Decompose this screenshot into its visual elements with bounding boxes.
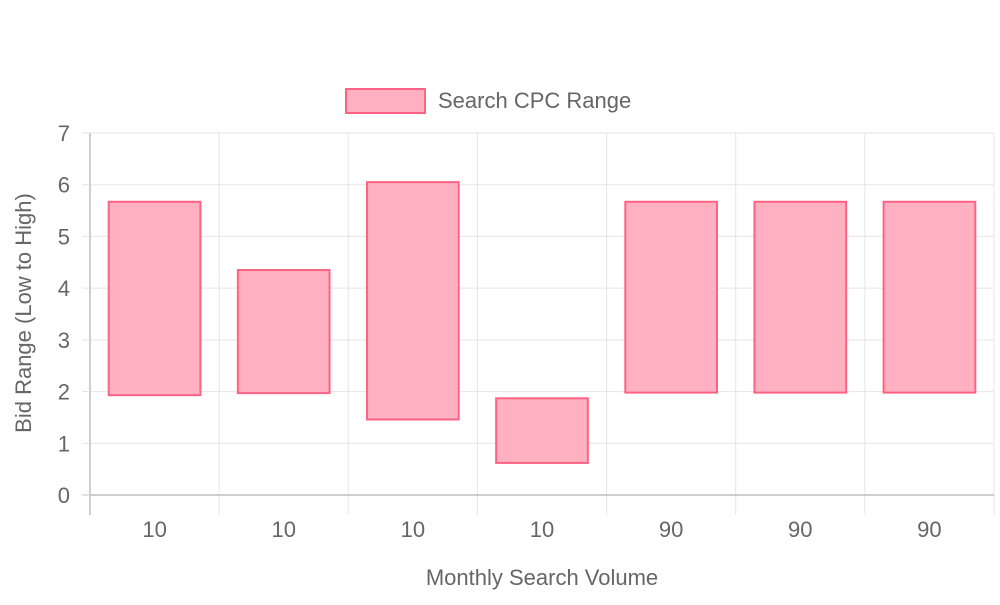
x-tick-label: 90 xyxy=(659,517,683,542)
y-tick-label: 2 xyxy=(58,380,70,405)
bar[interactable] xyxy=(624,200,718,394)
bar[interactable] xyxy=(495,397,589,464)
bar[interactable] xyxy=(107,200,202,397)
bar[interactable] xyxy=(236,269,331,395)
axes xyxy=(82,132,994,515)
x-tick-label: 10 xyxy=(530,517,554,542)
y-tick-label: 5 xyxy=(58,224,70,249)
x-tick-label: 10 xyxy=(271,517,295,542)
bars xyxy=(107,181,977,464)
bar[interactable] xyxy=(753,200,848,394)
x-tick-label: 90 xyxy=(788,517,812,542)
y-tick-label: 1 xyxy=(58,431,70,456)
x-tick-label: 10 xyxy=(142,517,166,542)
y-tick-label: 6 xyxy=(58,173,70,198)
legend-label[interactable]: Search CPC Range xyxy=(438,88,631,113)
y-axis-title: Bid Range (Low to High) xyxy=(11,193,36,433)
bar[interactable] xyxy=(882,200,977,394)
x-tick-label: 10 xyxy=(401,517,425,542)
x-axis-title: Monthly Search Volume xyxy=(426,565,658,590)
bar[interactable] xyxy=(366,181,460,421)
y-tick-label: 4 xyxy=(58,276,70,301)
legend[interactable]: Search CPC Range xyxy=(345,88,631,114)
x-tick-label: 90 xyxy=(917,517,941,542)
y-tick-label: 0 xyxy=(58,483,70,508)
legend-swatch[interactable] xyxy=(345,88,426,114)
y-tick-label: 3 xyxy=(58,328,70,353)
y-tick-label: 7 xyxy=(58,121,70,146)
tick-labels: 0 1 2 3 4 5 6 7 10 10 10 10 90 90 90 xyxy=(58,121,942,542)
